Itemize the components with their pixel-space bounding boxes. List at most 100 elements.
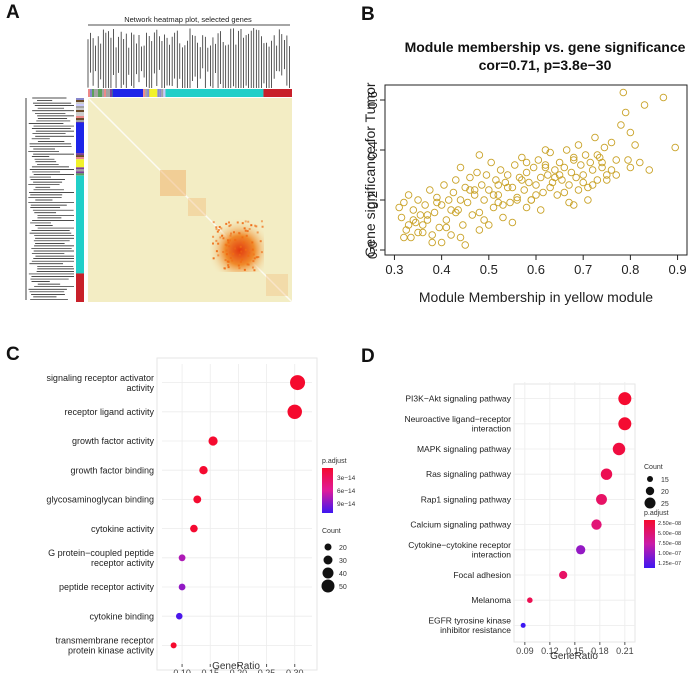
scatter-point bbox=[588, 181, 597, 189]
color-bar-cell bbox=[106, 89, 108, 97]
scatter-point bbox=[463, 198, 472, 207]
scatter-point bbox=[433, 198, 441, 207]
heatmap-block bbox=[266, 274, 288, 296]
enrichment-dot bbox=[178, 583, 186, 591]
scatter-point bbox=[603, 176, 611, 184]
scatter-point bbox=[503, 183, 512, 192]
scatter-point bbox=[503, 171, 512, 179]
heatmap-speck bbox=[225, 249, 228, 252]
kegg-x-axis: 0.09 0.12 0.15 0.18 0.21 bbox=[516, 642, 634, 656]
color-legend-label: 1.25e−07 bbox=[658, 561, 681, 567]
heatmap-speck bbox=[225, 244, 228, 247]
heatmap-speck bbox=[253, 269, 256, 272]
size-legend-dot bbox=[323, 555, 333, 565]
color-bar-cell bbox=[76, 104, 84, 106]
scatter-point bbox=[645, 166, 654, 174]
heatmap-speck bbox=[242, 241, 245, 244]
heatmap-speck bbox=[227, 239, 230, 242]
term-label: MAPK signaling pathway bbox=[417, 444, 512, 454]
scatter-point bbox=[494, 181, 503, 189]
color-bar-cell bbox=[90, 89, 92, 97]
go-gridlines bbox=[162, 364, 312, 664]
color-bar-cell bbox=[76, 153, 84, 156]
enrichment-dot bbox=[193, 495, 202, 504]
scatter-point bbox=[534, 156, 543, 164]
heatmap-speck bbox=[259, 240, 262, 243]
heatmap-speck bbox=[225, 222, 228, 225]
scatter-point bbox=[574, 186, 583, 194]
scatter-point bbox=[518, 176, 526, 184]
scatter-point bbox=[551, 173, 559, 182]
heatmap-speck bbox=[244, 248, 247, 251]
scatter-point bbox=[430, 208, 439, 217]
network-heatmap: Network heatmap plot, selected genes bbox=[25, 15, 293, 303]
term-label: receptor activity bbox=[91, 558, 155, 568]
scatter-point bbox=[586, 158, 595, 167]
heatmap-speck bbox=[217, 228, 220, 231]
scatter-point bbox=[419, 228, 427, 237]
color-bar-cell bbox=[76, 98, 84, 100]
scatter-point bbox=[452, 208, 460, 217]
scatter-point bbox=[407, 233, 415, 242]
heatmap-speck bbox=[261, 225, 264, 228]
scatter-point bbox=[513, 196, 521, 204]
scatter-point bbox=[626, 163, 635, 172]
scatter-point bbox=[461, 241, 469, 249]
term-label: interaction bbox=[472, 424, 511, 434]
scatter-point bbox=[532, 191, 540, 199]
color-bar-cell bbox=[92, 89, 94, 97]
left-module-color-bar bbox=[76, 98, 84, 302]
heatmap-speck bbox=[240, 250, 243, 253]
scatter-point bbox=[444, 196, 453, 204]
scatter-point bbox=[671, 143, 679, 152]
color-bar-cell bbox=[108, 89, 110, 97]
heatmap-speck bbox=[241, 222, 244, 225]
color-bar-cell bbox=[88, 89, 90, 97]
enrichment-dot bbox=[591, 519, 602, 530]
scatter-point bbox=[511, 161, 519, 169]
scatter-point bbox=[584, 196, 592, 204]
heatmap-speck bbox=[228, 245, 231, 248]
color-bar-cell bbox=[76, 118, 84, 120]
color-bar-cell bbox=[76, 110, 84, 112]
heatmap-speck bbox=[253, 257, 256, 260]
term-label: protein kinase activity bbox=[68, 646, 155, 656]
scatter-point bbox=[437, 238, 446, 247]
heatmap-speck bbox=[218, 225, 221, 228]
panel-label-b: B bbox=[361, 4, 375, 25]
enrichment-dot bbox=[190, 524, 198, 533]
heatmap-speck bbox=[215, 250, 218, 253]
scatter-point bbox=[626, 128, 635, 137]
x-tick-label: 0.30 bbox=[286, 668, 304, 673]
term-label: inhibitor resistance bbox=[440, 625, 511, 635]
heatmap-speck bbox=[230, 232, 233, 235]
heatmap-speck bbox=[225, 253, 228, 256]
heatmap-speck bbox=[252, 253, 255, 256]
scatter-y-tick-label: 0.2 bbox=[365, 191, 380, 209]
color-bar-cell bbox=[76, 112, 84, 114]
scatter-point bbox=[546, 148, 554, 157]
heatmap-speck bbox=[243, 227, 246, 230]
heatmap-speck bbox=[252, 260, 255, 263]
heatmap-speck bbox=[215, 239, 218, 242]
scatter-point bbox=[485, 221, 493, 229]
scatter-point bbox=[475, 226, 484, 234]
scatter-x-label: Module Membership in yellow module bbox=[419, 289, 653, 305]
size-legend-label: 20 bbox=[661, 489, 669, 496]
heatmap-speck bbox=[241, 236, 244, 239]
scatter-point bbox=[456, 163, 465, 172]
heatmap-speck bbox=[248, 228, 251, 231]
scatter-point bbox=[442, 216, 451, 224]
scatter-point bbox=[593, 176, 602, 184]
scatter-point bbox=[595, 153, 604, 162]
scatter-point bbox=[449, 188, 458, 197]
color-bar-segment bbox=[165, 89, 264, 97]
heatmap-speck bbox=[245, 234, 248, 237]
color-bar-cell bbox=[76, 102, 84, 104]
scatter-y-label: Gene significance for Tumor bbox=[362, 82, 378, 257]
scatter-point bbox=[419, 221, 427, 229]
term-label: Calcium signaling pathway bbox=[410, 520, 511, 530]
x-tick-label: 0.12 bbox=[541, 646, 559, 656]
scatter-point bbox=[414, 228, 422, 237]
